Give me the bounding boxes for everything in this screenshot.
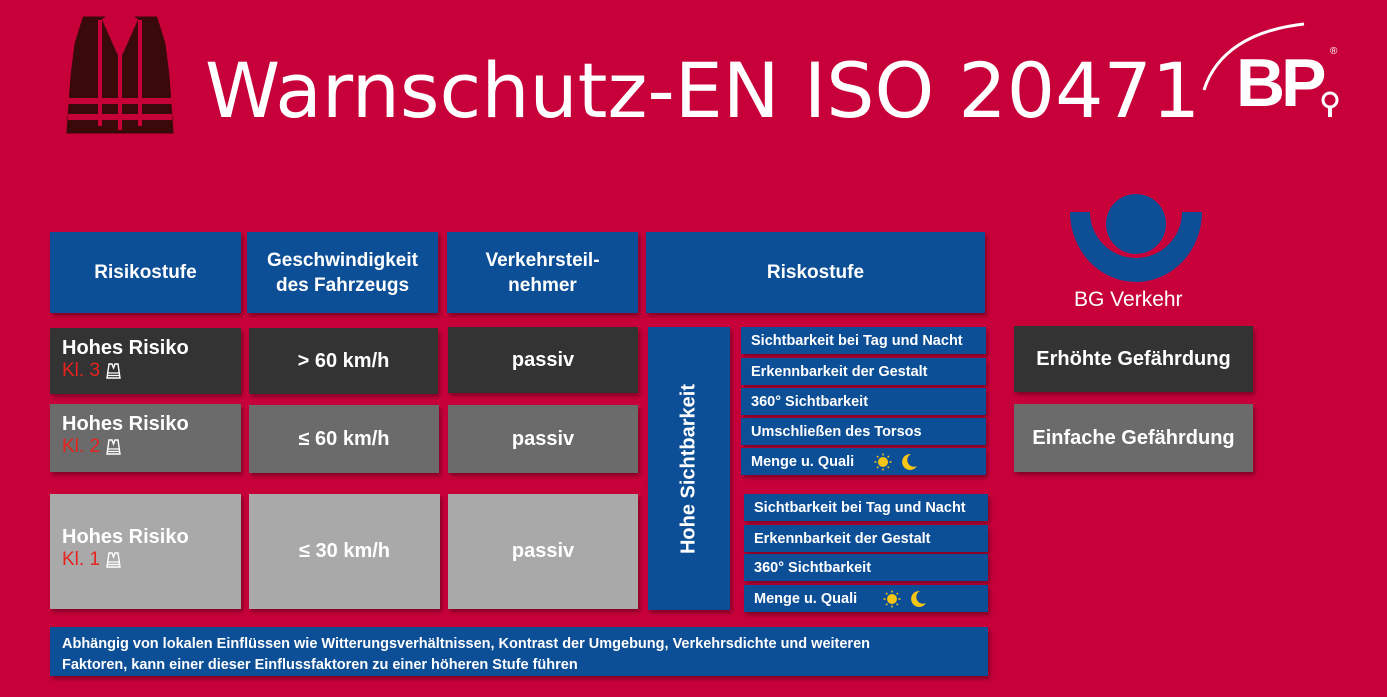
risk-label: Hohes Risiko — [62, 337, 189, 359]
header-risikostufe-label: Risikostufe — [94, 262, 197, 283]
risk-class-label: Kl. 1 — [62, 549, 101, 570]
risk-cell-kl2: Hohes Risiko Kl. 2 — [50, 404, 241, 472]
header-riskostufe-label: Riskostufe — [766, 262, 865, 283]
header-verkehrsteilnehmer-line2: nehmer — [508, 274, 577, 296]
criterion-g2-1: Sichtbarkeit bei Tag und Nacht — [744, 494, 988, 521]
header-risikostufe: Risikostufe — [50, 232, 241, 313]
risk-cell-kl3: Hohes Risiko Kl. 3 — [50, 328, 241, 394]
header-geschwindigkeit: Geschwindigkeit des Fahrzeugs — [247, 232, 438, 313]
criterion-g2-3: 360° Sichtbarkeit — [744, 554, 988, 581]
bp-logo-text: BP — [1236, 45, 1326, 121]
vest-small-icon — [106, 439, 121, 455]
vest-small-icon — [106, 552, 121, 568]
speed-cell-kl1: ≤ 30 km/h — [249, 494, 440, 609]
risk-class: Kl. 2 — [62, 436, 241, 458]
header-verkehrsteilnehmer: Verkehrsteil- nehmer — [447, 232, 638, 313]
bg-verkehr-logo-icon — [1070, 194, 1202, 282]
participant-cell-kl3: passiv — [448, 327, 638, 393]
speed-cell-kl3: > 60 km/h — [249, 328, 438, 394]
sun-icon — [874, 453, 892, 470]
registered-mark: ® — [1330, 46, 1338, 57]
criterion-g1-2: Erkennbarkeit der Gestalt — [741, 358, 986, 385]
hazard-simple: Einfache Gefährdung — [1014, 404, 1253, 472]
participant-cell-kl2: passiv — [448, 405, 638, 473]
footnote-line1: Abhängig von lokalen Einflüssen wie Witt… — [62, 636, 870, 652]
sun-icon — [883, 590, 901, 607]
footnote-line2: Faktoren, kann einer dieser Einflussfakt… — [62, 657, 578, 673]
header-verkehrsteilnehmer-line1: Verkehrsteil- — [485, 249, 600, 271]
risk-label: Hohes Risiko — [62, 413, 189, 435]
moon-icon — [902, 453, 918, 470]
hohe-sichtbarkeit-label: Hohe Sichtbarkeit — [677, 383, 700, 554]
bp-logo: BP ® — [1196, 22, 1346, 132]
hohe-sichtbarkeit-band: Hohe Sichtbarkeit — [648, 327, 730, 610]
page-title: Warnschutz-EN ISO 20471 — [205, 46, 1201, 135]
header-riskostufe: Riskostufe — [646, 232, 985, 313]
risk-class-label: Kl. 3 — [62, 360, 101, 381]
criterion-g2-2: Erkennbarkeit der Gestalt — [744, 525, 988, 552]
risk-label: Hohes Risiko — [62, 526, 189, 548]
bg-verkehr-label: BG Verkehr — [1074, 288, 1183, 311]
risk-class-label: Kl. 2 — [62, 436, 101, 457]
header-geschwindigkeit-line1: Geschwindigkeit — [267, 249, 418, 271]
moon-icon — [911, 590, 927, 607]
criterion-g2-4: Menge u. Quali — [744, 585, 988, 612]
footnote: Abhängig von lokalen Einflüssen wie Witt… — [50, 627, 988, 676]
participant-cell-kl1: passiv — [448, 494, 638, 609]
bp-logo-swoosh-icon — [1202, 22, 1339, 117]
criterion-g1-4: Umschließen des Torsos — [741, 418, 986, 445]
risk-cell-kl1: Hohes Risiko Kl. 1 — [50, 494, 241, 609]
header-geschwindigkeit-line2: des Fahrzeugs — [275, 274, 410, 296]
criterion-g1-5-label: Menge u. Quali — [751, 453, 855, 470]
criterion-g1-1: Sichtbarkeit bei Tag und Nacht — [741, 327, 986, 354]
risk-class: Kl. 3 — [62, 360, 241, 382]
speed-cell-kl2: ≤ 60 km/h — [249, 405, 439, 473]
risk-class: Kl. 1 — [62, 549, 241, 571]
criterion-g2-4-label: Menge u. Quali — [754, 590, 858, 607]
vest-small-icon — [106, 363, 121, 379]
safety-vest-icon — [66, 16, 174, 134]
criterion-g1-5: Menge u. Quali — [741, 448, 986, 475]
hazard-high: Erhöhte Gefährdung — [1014, 326, 1253, 392]
criterion-g1-3: 360° Sichtbarkeit — [741, 388, 986, 415]
